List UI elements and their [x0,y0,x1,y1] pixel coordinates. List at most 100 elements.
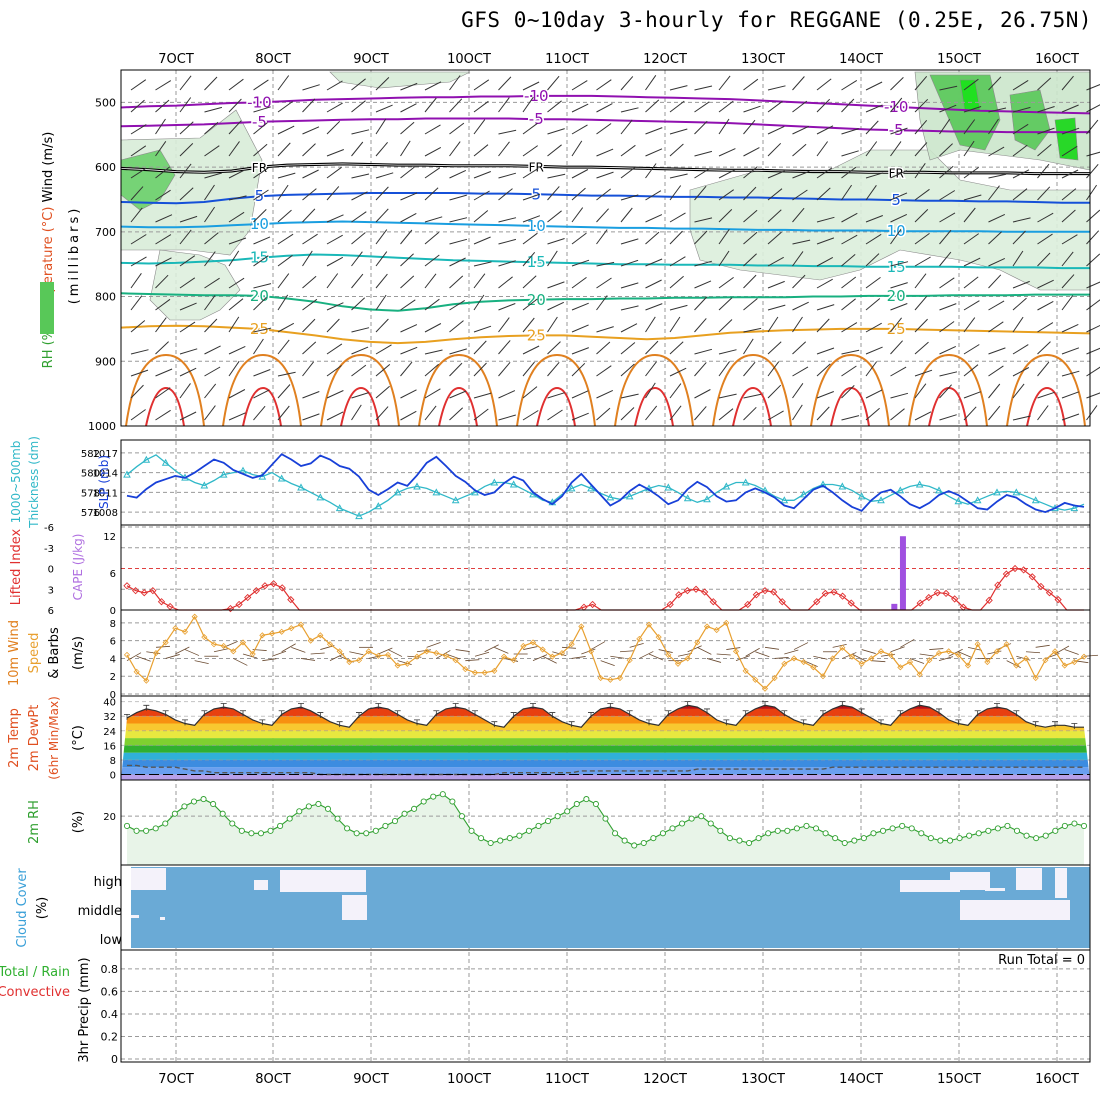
wind-marker [249,650,256,658]
rh-marker [286,815,293,822]
rh-marker [966,832,973,839]
wind-barb [596,103,613,113]
lifted-marker [942,589,950,598]
wind-barb [375,186,389,201]
wind-barb [498,238,517,245]
wind-barb [1012,123,1029,135]
wind-barb [718,118,730,135]
rh-panel: 20 2m RH (%) [27,779,1091,866]
wind-marker [742,667,749,674]
wind-barb [1037,341,1051,355]
wind-barb [792,404,803,421]
thickness-marker [683,494,692,502]
wind-marker [239,639,247,646]
wind-barb [865,120,879,135]
wind-barb [620,107,639,113]
wind-barb [130,124,147,135]
wind-barb [375,318,389,333]
wind-barb [424,232,440,245]
wind-barb [424,124,441,135]
wind-barb [130,99,145,113]
temp-loop-30 [222,353,302,427]
wind-barb [620,282,639,289]
wind-barb [473,261,492,267]
wind-barb [253,167,269,179]
minmax-marker [182,719,188,726]
surface-barb [165,654,180,659]
wind-barb [963,194,982,201]
wind-barb [1037,212,1054,223]
wind-speed-line [126,615,1085,690]
wind-marker [645,621,653,628]
isotherm-line [120,192,1090,205]
wind-marker [162,639,169,646]
wind-panel: 0 2 4 6 8 10m Wind Speed & Barbs (m/s) [7,609,1099,701]
minmax-marker [723,719,730,726]
wind-marker [771,674,778,682]
wind-barb [1061,251,1074,267]
y-tick-label-right: 1014 [93,469,118,480]
wind-barb [596,188,612,201]
y-tick-label: 600 [95,161,116,174]
thickness-marker [335,504,344,512]
wind-barb [277,339,290,355]
y-tick-label: 8 [110,756,116,767]
surface-barb [271,650,287,657]
temp-loop-35 [732,386,772,427]
wind-marker [558,650,566,657]
wind-barb [204,366,221,377]
wind-barb [498,414,516,421]
wind-barb [669,405,682,421]
wind-marker [539,646,546,653]
rh-marker [210,800,217,808]
wind-barb [743,105,761,113]
minmax-marker [1052,721,1058,728]
y-tick-label: 4 [110,654,116,665]
wind-marker [587,648,595,655]
wind-barb [816,256,834,267]
surface-barb [542,655,557,664]
wind-barb [253,209,267,223]
wind-barb [841,365,857,377]
wind-barb [522,386,538,399]
y-tick-label-left: 582 [81,449,100,460]
y-tick-label: 0 [110,690,116,701]
wind-barb [792,383,804,399]
wind-barb [375,273,388,289]
wind-barb [841,415,860,421]
thickness-marker [915,480,924,488]
wind-barb [841,254,856,267]
x-tick-label-top: 13OCT [741,52,785,67]
wind-barb [767,142,782,157]
surface-barb [1054,645,1070,655]
wind-barb [1012,106,1031,113]
x-tick-label-top: 16OCT [1035,52,1079,67]
wind-barb [890,282,908,289]
y-tick-label: 800 [95,291,116,304]
rh-marker [583,796,590,803]
wind-barb [253,255,269,267]
wind-barb [375,385,390,399]
rh-marker [334,815,341,822]
wind-marker [481,669,488,676]
wind-marker [887,651,894,658]
wind-marker [288,625,295,632]
y-tick-label-right: 1017 [93,449,118,460]
surface-barb [1064,649,1079,655]
rh-shading [329,71,471,89]
wind-marker [626,657,633,664]
thickness-marker [877,496,885,504]
rh-marker [468,827,475,834]
thickness-marker [935,486,943,494]
surface-barb [697,646,712,655]
wind-barb [988,107,1007,113]
panel-ylabel: Speed [27,633,42,674]
wind-barb [792,189,808,201]
wind-barb [718,297,733,311]
wind-barb [228,211,245,223]
wind-barb [939,165,954,179]
wind-barb [228,141,240,157]
wind-barb [1086,405,1098,421]
wind-marker [384,651,392,658]
wind-barb [473,294,485,311]
